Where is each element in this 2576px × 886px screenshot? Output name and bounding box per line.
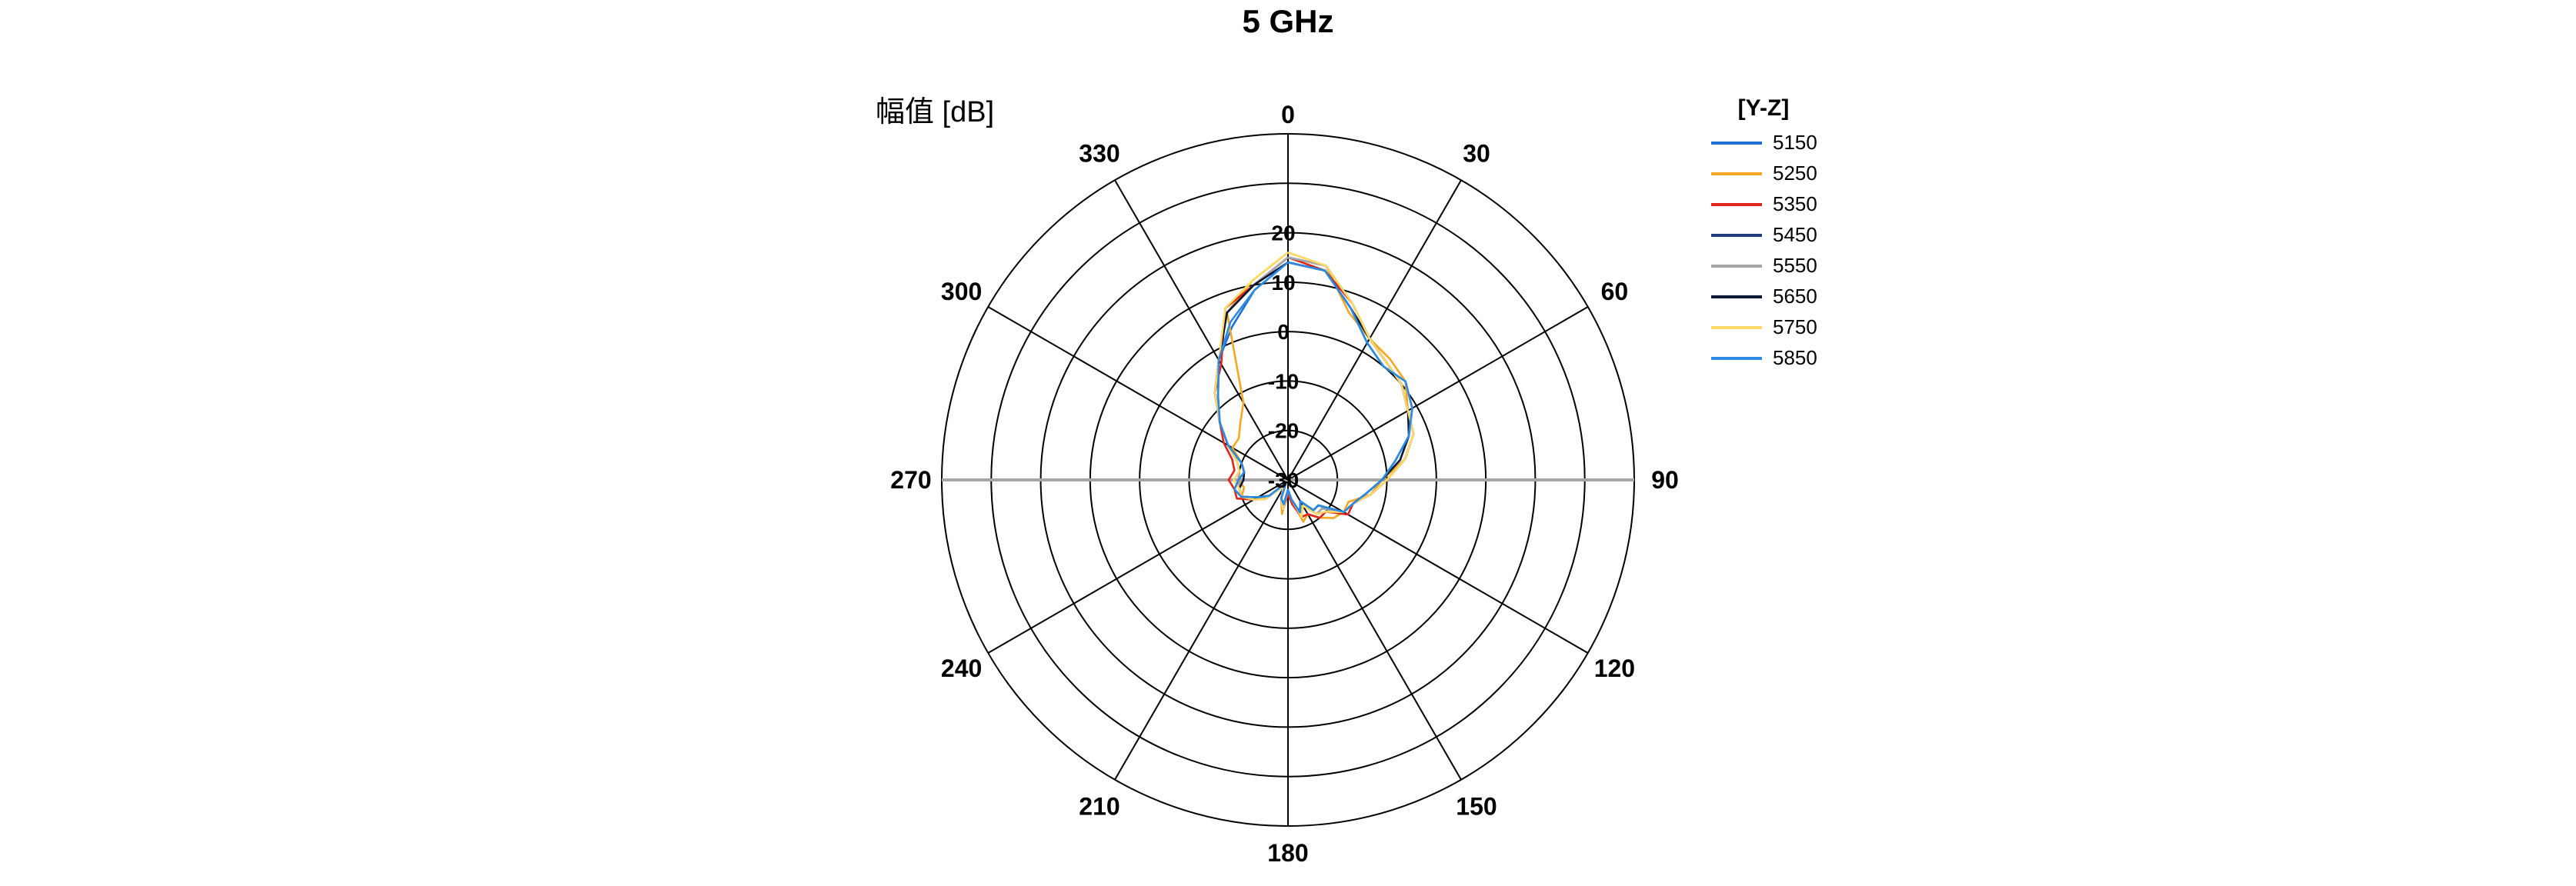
angle-tick-label: 150 [1456,792,1497,820]
angle-tick-label: 90 [1651,466,1679,494]
grid-spoke [1287,479,1589,654]
axis-labels: 0 30 60 90 120 150 180 210 240 270 300 330 20 10 0 -10 -… [890,101,1678,867]
legend-entry: 5150 [1773,131,1817,154]
polar-grid [941,133,1635,827]
series-line-5650 [1213,261,1410,514]
radial-tick-label: 20 [1271,222,1295,245]
radial-tick-label: -20 [1268,419,1299,443]
chart-title: 5 GHz [1242,3,1333,39]
legend-entry: 5750 [1773,315,1817,338]
radial-tick-label: -10 [1268,369,1299,393]
grid-spoke [1287,306,1589,481]
radial-tick-label: 10 [1271,271,1295,295]
series-layer [1213,251,1415,523]
grid-spoke [1287,179,1462,481]
grid-spoke [987,306,1289,481]
series-line-5850 [1216,261,1413,514]
radial-tick-label: 0 [1277,320,1290,344]
legend-entry: 5350 [1773,192,1817,215]
legend: [Y-Z] 5150 5250 5350 5450 5550 5650 5750 5850 [1711,95,1817,369]
legend-entry: 5450 [1773,223,1817,246]
radial-tick-label: -30 [1268,468,1299,492]
angle-tick-label: 270 [890,466,931,494]
grid-spoke [1114,179,1289,481]
angle-tick-label: 240 [941,655,982,682]
grid-spoke [1114,479,1289,781]
legend-entry: 5250 [1773,162,1817,185]
radial-axis-label: 幅值 [dB] [876,96,994,128]
legend-entry: 5550 [1773,254,1817,277]
angle-tick-label: 120 [1594,655,1635,682]
angle-tick-label: 330 [1079,140,1119,168]
legend-entry: 5850 [1773,346,1817,369]
angle-tick-label: 60 [1601,278,1629,305]
legend-title: [Y-Z] [1738,95,1790,121]
angle-tick-label: 210 [1079,792,1119,820]
angle-tick-label: 30 [1463,140,1490,168]
angle-tick-label: 0 [1281,101,1295,128]
angle-tick-label: 300 [941,278,982,305]
grid-spoke [1287,479,1462,781]
legend-entry: 5650 [1773,285,1817,308]
grid-spoke [987,479,1289,654]
angle-tick-label: 180 [1267,839,1308,867]
